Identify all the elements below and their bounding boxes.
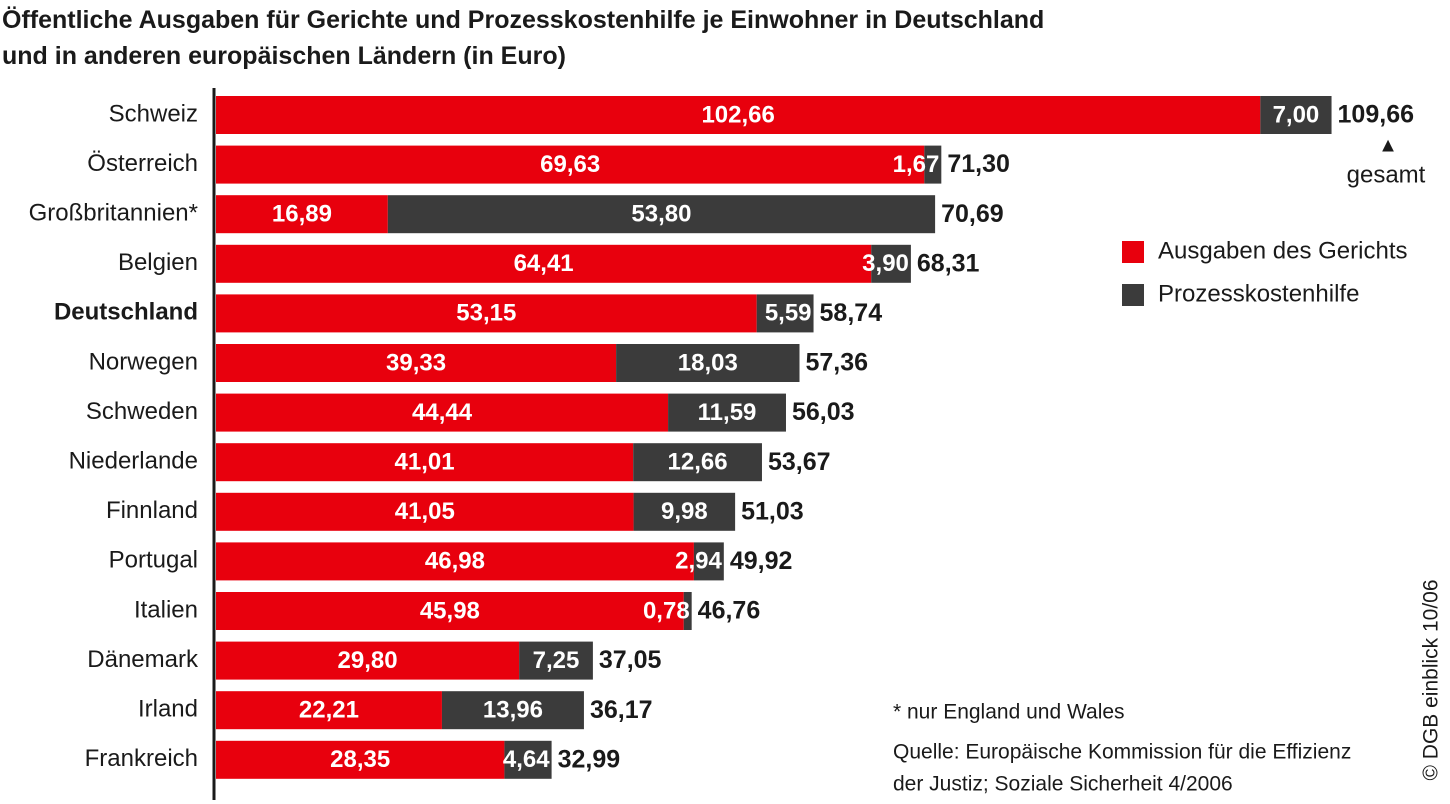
bar xyxy=(216,294,757,333)
chart-title: und in anderen europäischen Ländern (in … xyxy=(2,42,566,70)
bar xyxy=(216,740,505,779)
y-tick-label: Niederlande xyxy=(69,448,198,475)
bar xyxy=(387,195,936,234)
legend-swatch xyxy=(1122,284,1144,306)
bar xyxy=(616,344,800,382)
total-label: 68,31 xyxy=(917,249,980,277)
total-label: 46,76 xyxy=(698,597,761,625)
data-label: 41,01 xyxy=(395,449,455,476)
bar xyxy=(216,145,925,184)
data-label: 16,89 xyxy=(272,201,332,228)
data-label: 0,78 xyxy=(643,597,690,624)
data-label: 1,67 xyxy=(893,151,940,178)
source: Quelle: Europäische Kommission für die E… xyxy=(893,741,1351,764)
bar xyxy=(216,344,617,382)
bar xyxy=(441,691,584,730)
bar xyxy=(693,542,724,581)
data-label: 28,35 xyxy=(330,746,390,773)
data-label: 44,44 xyxy=(412,399,473,426)
y-tick-label: Dänemark xyxy=(87,646,199,673)
bar xyxy=(668,393,786,432)
y-tick-label: Norwegen xyxy=(89,348,198,375)
total-label: 70,69 xyxy=(941,200,1004,228)
data-label: 5,59 xyxy=(765,300,812,327)
bar xyxy=(216,443,634,482)
arrow: ▲ xyxy=(1378,134,1398,156)
bar xyxy=(1260,96,1332,134)
legend-label: Prozesskostenhilfe xyxy=(1158,280,1359,307)
source: der Justiz; Soziale Sicherheit 4/2006 xyxy=(893,773,1233,796)
data-label: 2,94 xyxy=(675,548,722,575)
bar xyxy=(216,195,388,234)
bar xyxy=(216,492,634,531)
data-label: 9,98 xyxy=(661,498,708,525)
data-label: 41,05 xyxy=(395,498,455,525)
bar xyxy=(216,244,872,283)
bar xyxy=(871,244,911,283)
bar xyxy=(756,294,814,333)
bar xyxy=(633,443,762,482)
data-label: 7,25 xyxy=(533,647,580,674)
data-label: 39,33 xyxy=(386,349,446,376)
total-label: 57,36 xyxy=(806,349,869,377)
bar xyxy=(216,393,669,432)
data-label: 22,21 xyxy=(299,697,359,724)
y-tick-label: Großbritannien* xyxy=(29,200,198,227)
bar xyxy=(504,740,552,779)
bar xyxy=(216,592,684,630)
total-label: 32,99 xyxy=(558,745,621,773)
legend-swatch xyxy=(1122,241,1144,263)
data-label: 102,66 xyxy=(701,101,774,128)
total-label: 71,30 xyxy=(947,150,1010,178)
y-tick-label: Deutschland xyxy=(54,299,198,326)
data-label: 13,96 xyxy=(483,697,543,724)
y-tick-label: Österreich xyxy=(87,150,198,177)
data-label: 4,64 xyxy=(503,746,550,773)
data-label: 18,03 xyxy=(678,349,738,376)
total-label: 37,05 xyxy=(599,646,662,674)
bar xyxy=(519,641,593,680)
total-label: 36,17 xyxy=(590,696,653,724)
y-tick-label: Frankreich xyxy=(85,745,198,772)
total-label: 56,03 xyxy=(792,398,855,426)
y-tick-label: Finnland xyxy=(106,497,198,524)
total-label: 58,74 xyxy=(820,299,883,327)
bar xyxy=(924,145,942,184)
total-label: 109,66 xyxy=(1338,101,1414,129)
data-label: 64,41 xyxy=(514,250,574,277)
y-tick-label: Schweiz xyxy=(109,100,198,127)
data-label: 12,66 xyxy=(668,449,728,476)
data-label: 3,90 xyxy=(862,250,909,277)
bar xyxy=(216,641,520,680)
bar xyxy=(683,592,692,630)
bar xyxy=(216,96,1261,134)
y-tick-label: Belgien xyxy=(118,249,198,276)
total-label: 51,03 xyxy=(741,497,804,525)
annotation: gesamt xyxy=(1347,161,1426,188)
bar xyxy=(633,492,736,531)
data-label: 69,63 xyxy=(540,151,600,178)
data-label: 53,15 xyxy=(456,300,516,327)
data-label: 45,98 xyxy=(420,597,480,624)
y-tick-label: Schweden xyxy=(86,398,198,425)
chart-title: Öffentliche Ausgaben für Gerichte und Pr… xyxy=(2,5,1044,34)
total-label: 49,92 xyxy=(730,547,793,575)
data-label: 29,80 xyxy=(338,647,398,674)
data-label: 46,98 xyxy=(425,548,485,575)
bar xyxy=(216,691,442,730)
y-tick-label: Italien xyxy=(134,596,198,623)
bar xyxy=(216,542,694,581)
y-tick-label: Portugal xyxy=(109,547,198,574)
credit: © DGB einblick 10/06 xyxy=(1420,579,1443,780)
data-label: 7,00 xyxy=(1273,101,1320,128)
footnote: * nur England und Wales xyxy=(893,701,1125,724)
total-label: 53,67 xyxy=(768,448,831,476)
y-tick-label: Irland xyxy=(138,696,198,723)
legend-label: Ausgaben des Gerichts xyxy=(1158,237,1407,264)
data-label: 11,59 xyxy=(698,399,757,426)
data-label: 53,80 xyxy=(631,201,691,228)
